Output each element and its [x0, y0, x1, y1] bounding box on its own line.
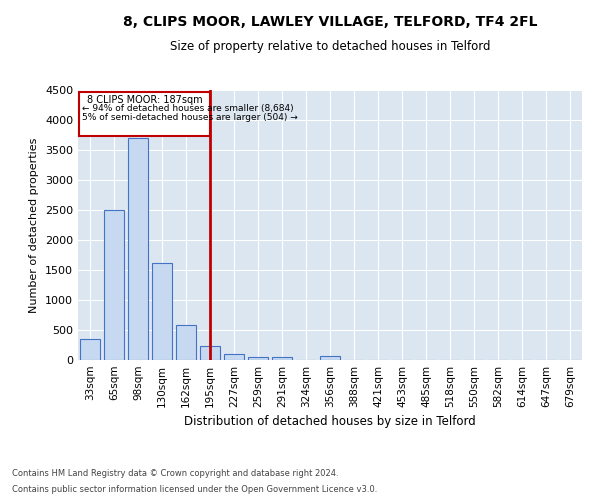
- X-axis label: Distribution of detached houses by size in Telford: Distribution of detached houses by size …: [184, 416, 476, 428]
- Bar: [80, 339, 100, 360]
- Text: ← 94% of detached houses are smaller (8,684): ← 94% of detached houses are smaller (8,…: [82, 104, 293, 113]
- Bar: [176, 325, 196, 360]
- Bar: [152, 263, 172, 360]
- Bar: [128, 138, 148, 360]
- Bar: [248, 356, 268, 360]
- Text: 5% of semi-detached houses are larger (504) →: 5% of semi-detached houses are larger (5…: [82, 113, 298, 122]
- Bar: [200, 346, 220, 360]
- Text: Contains HM Land Registry data © Crown copyright and database right 2024.: Contains HM Land Registry data © Crown c…: [12, 468, 338, 477]
- Y-axis label: Number of detached properties: Number of detached properties: [29, 138, 40, 312]
- Text: 8 CLIPS MOOR: 187sqm: 8 CLIPS MOOR: 187sqm: [87, 95, 202, 105]
- Text: 8, CLIPS MOOR, LAWLEY VILLAGE, TELFORD, TF4 2FL: 8, CLIPS MOOR, LAWLEY VILLAGE, TELFORD, …: [123, 15, 537, 29]
- Bar: [224, 354, 244, 360]
- Text: Size of property relative to detached houses in Telford: Size of property relative to detached ho…: [170, 40, 490, 53]
- Text: Contains public sector information licensed under the Open Government Licence v3: Contains public sector information licen…: [12, 485, 377, 494]
- Bar: [104, 210, 124, 360]
- FancyBboxPatch shape: [79, 92, 210, 136]
- Bar: [320, 356, 340, 360]
- Bar: [272, 357, 292, 360]
